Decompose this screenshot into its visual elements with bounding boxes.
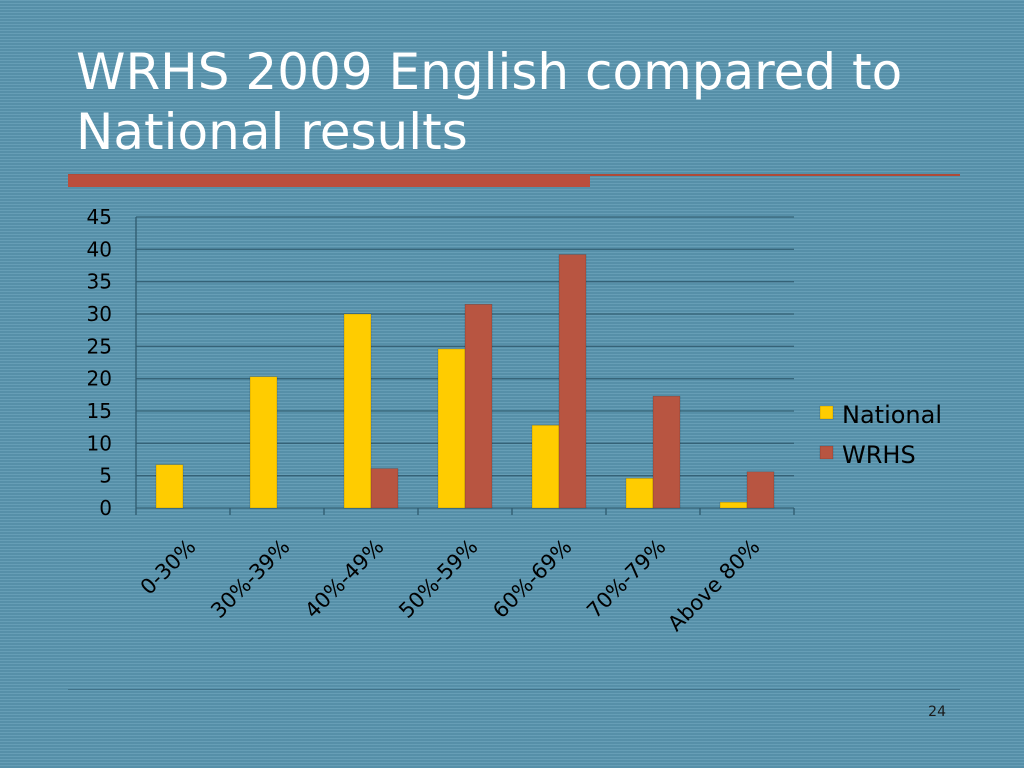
y-tick-label: 20	[87, 367, 112, 391]
bar-wrhs-3	[370, 468, 399, 509]
x-category-label: 40%-49%	[300, 535, 388, 623]
footer-divider-line	[68, 689, 960, 690]
bar-wrhs-7	[746, 471, 775, 509]
bar-wrhs-4	[464, 303, 493, 509]
bar-chart: 0 5 10 15 20 25 30 35 40 45 0-30% 30%-39% 40%-49% 50%…	[87, 205, 942, 636]
slide-title: WRHS 2009 English compared to National r…	[76, 43, 903, 161]
bar-national-6	[625, 477, 654, 509]
bar-national-7	[719, 501, 748, 509]
bar-wrhs-6	[652, 395, 681, 509]
bar-wrhs-5	[558, 254, 587, 509]
y-tick-label: 30	[87, 302, 112, 326]
legend-label-national: National	[842, 401, 942, 429]
slide-number: 24	[928, 704, 946, 720]
x-category-label: 70%-79%	[582, 535, 670, 623]
y-tick-label: 35	[87, 270, 112, 294]
y-tick-label: 5	[99, 464, 112, 488]
legend-label-wrhs: WRHS	[842, 441, 916, 469]
bar-national-4	[437, 348, 466, 509]
y-tick-label: 15	[87, 399, 112, 423]
y-tick-label: 10	[87, 431, 112, 455]
x-category-label: 0-30%	[136, 535, 201, 600]
bar-national-3	[343, 313, 372, 509]
x-category-label: 30%-39%	[206, 535, 294, 623]
y-tick-label: 25	[87, 334, 112, 358]
legend-swatch-national	[819, 405, 834, 420]
x-category-label: 60%-69%	[488, 535, 576, 623]
bar-national-5	[531, 424, 560, 509]
y-tick-label: 0	[99, 496, 112, 520]
bar-national-1	[155, 464, 184, 509]
legend-swatch-wrhs	[819, 445, 834, 460]
y-tick-label: 45	[87, 205, 112, 229]
title-accent-bar	[68, 175, 590, 187]
x-category-label: Above 80%	[663, 535, 764, 636]
bar-national-2	[249, 376, 278, 509]
y-tick-label: 40	[87, 237, 112, 261]
x-category-label: 50%-59%	[394, 535, 482, 623]
